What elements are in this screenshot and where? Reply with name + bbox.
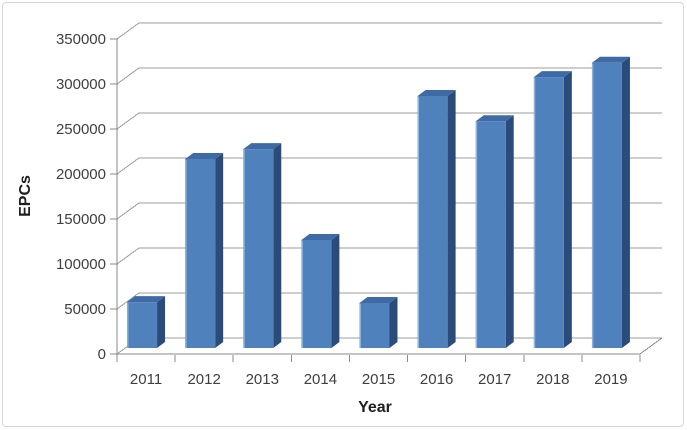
gridline-sidewall: [116, 292, 140, 310]
bar-top-face: [475, 115, 514, 122]
bar-top-face: [301, 234, 340, 240]
bar-side-face: [331, 234, 340, 348]
bar-side-face: [563, 71, 572, 348]
bar-top-face: [243, 143, 282, 150]
bar-side-face: [447, 90, 456, 348]
bar-top-face: [591, 56, 630, 63]
bar-front-face: [185, 159, 216, 348]
x-tick-label: 2012: [187, 371, 220, 388]
bar-side-face: [389, 297, 398, 348]
gridline-sidewall: [116, 67, 140, 85]
floor-right-edge: [639, 337, 663, 355]
bar-front-face: [243, 149, 274, 348]
x-tick-label: 2017: [478, 371, 511, 388]
x-tick-label: 2011: [130, 371, 162, 388]
bar-front-face: [591, 62, 622, 348]
bar-top-face: [185, 153, 224, 159]
y-tick-label: 250000: [56, 121, 106, 138]
x-tick-label: 2014: [304, 371, 337, 388]
bar-2015: [359, 297, 398, 348]
bar-front-face: [359, 303, 390, 348]
bar-2014: [301, 234, 340, 348]
y-tick-label: 150000: [56, 211, 106, 228]
gridline-sidewall: [116, 247, 140, 265]
x-tick-label: 2018: [536, 371, 569, 388]
bar-side-face: [505, 115, 514, 348]
bar-2017: [475, 115, 514, 348]
x-tick-label: 2019: [594, 371, 627, 388]
bar-front-face: [301, 240, 332, 348]
bar-front-face: [475, 121, 506, 348]
bar-2016: [417, 90, 456, 348]
gridline-sidewall: [116, 157, 140, 175]
bar-front-face: [533, 77, 564, 348]
y-tick-label: 350000: [56, 31, 106, 48]
y-tick-label: 0: [98, 346, 106, 363]
bar-2012: [185, 153, 224, 348]
x-axis-title: Year: [358, 399, 392, 416]
y-tick-label: 300000: [56, 76, 106, 93]
bar-top-face: [417, 90, 456, 96]
gridline-sidewall: [116, 112, 140, 130]
bar-front-face: [417, 96, 448, 348]
y-tick-label: 200000: [56, 166, 106, 183]
y-axis-title: EPCs: [17, 175, 34, 217]
bar-2018: [533, 71, 572, 348]
bar-2013: [243, 143, 282, 348]
bar-2019: [591, 56, 630, 348]
y-tick-label: 50000: [64, 301, 106, 318]
bar-2011: [127, 296, 166, 348]
x-tick-label: 2015: [362, 371, 395, 388]
bar-top-face: [533, 71, 572, 78]
bar-top-face: [359, 297, 398, 303]
bar-side-face: [273, 143, 282, 348]
bar-front-face: [127, 302, 158, 348]
x-tick-label: 2016: [420, 371, 453, 388]
bar-side-face: [621, 56, 630, 348]
y-tick-label: 100000: [56, 256, 106, 273]
x-tick-label: 2013: [246, 371, 279, 388]
gridline-sidewall: [116, 202, 140, 220]
bar-side-face: [157, 296, 166, 348]
bar-side-face: [215, 153, 224, 348]
bar-top-face: [127, 296, 166, 303]
gridline-sidewall: [116, 22, 140, 40]
